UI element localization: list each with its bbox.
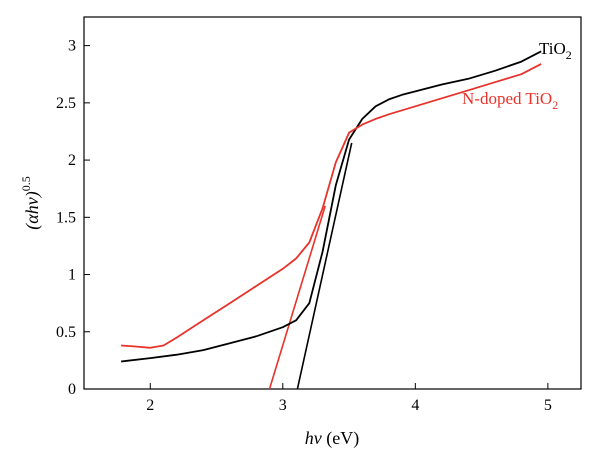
series-label-tio2: TiO2 — [539, 39, 572, 62]
x-axis-title: hν (eV) — [305, 428, 359, 449]
x-axis-ticks: 2 3 4 5 — [146, 383, 552, 414]
y-tick-label: 1.5 — [56, 209, 76, 226]
y-tick-label: 1 — [68, 267, 76, 284]
y-axis-ticks: 0 0.5 1 1.5 2 2.5 3 — [56, 38, 90, 398]
fit-lines — [268, 142, 353, 390]
fit-line — [268, 205, 326, 390]
y-tick-label: 0.5 — [56, 324, 76, 341]
y-tick-label: 2.5 — [56, 95, 76, 112]
series-lines — [120, 50, 542, 363]
series-label-n-doped-tio2: N-doped TiO2 — [462, 89, 558, 112]
x-tick-label: 3 — [279, 397, 287, 414]
y-tick-label: 2 — [68, 152, 76, 169]
y-tick-label: 3 — [68, 38, 76, 55]
series-line — [121, 63, 542, 349]
series-line — [120, 50, 542, 363]
fit-line — [296, 142, 353, 390]
x-tick-label: 5 — [544, 397, 552, 414]
x-tick-label: 2 — [146, 397, 154, 414]
y-axis-title: (αhν)0.5 — [19, 176, 43, 229]
y-tick-label: 0 — [68, 381, 76, 398]
plot-frame — [83, 16, 582, 390]
x-tick-label: 4 — [411, 397, 419, 414]
